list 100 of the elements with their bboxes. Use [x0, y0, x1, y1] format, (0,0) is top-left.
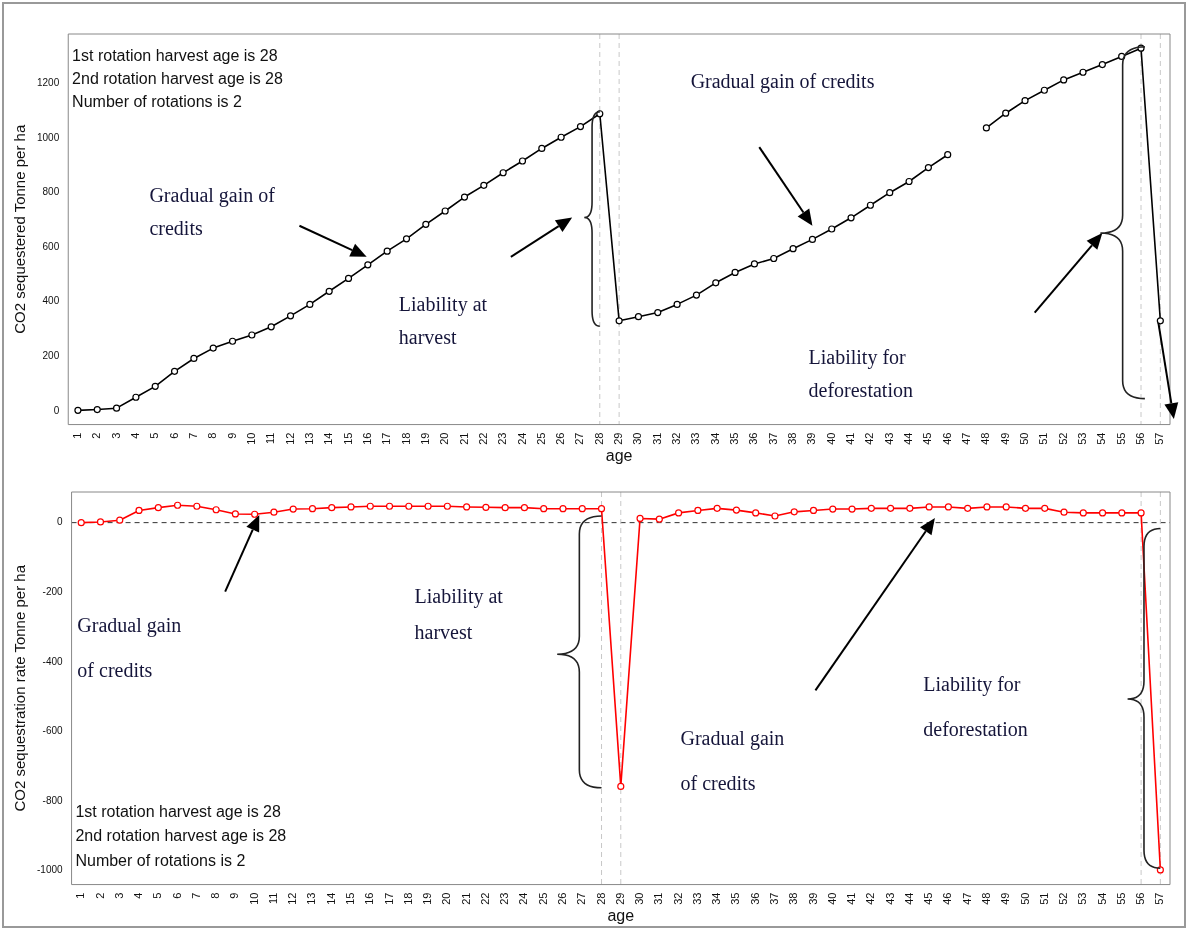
annotation: 2nd rotation harvest age is 28 — [72, 69, 283, 90]
point — [1156, 317, 1164, 325]
x-tick-label: 6 — [170, 892, 183, 899]
point — [1079, 509, 1087, 517]
x-tick-label: 29 — [613, 892, 626, 905]
x-tick-label: 35 — [729, 892, 742, 905]
y-tick-label: 1000 — [37, 131, 60, 143]
point — [1002, 503, 1010, 511]
annotation: Liability for deforestation — [808, 345, 914, 404]
x-tick-label: 42 — [863, 432, 876, 445]
x-tick-label: 44 — [902, 892, 915, 905]
x-tick-label: 8 — [209, 892, 222, 899]
x-tick-label: 5 — [148, 432, 161, 439]
x-tick-label: 54 — [1095, 432, 1108, 445]
x-tick-label: 46 — [941, 892, 954, 905]
x-tick-label: 17 — [382, 892, 395, 905]
point — [501, 504, 509, 512]
point — [1041, 504, 1049, 512]
point — [347, 503, 355, 511]
y-tick-label: -800 — [42, 794, 64, 806]
point — [867, 504, 875, 512]
x-tick-label: 56 — [1134, 892, 1147, 905]
point — [808, 235, 817, 243]
y-tick-label: 1200 — [37, 76, 60, 88]
point — [286, 312, 295, 320]
point — [212, 506, 220, 514]
point — [520, 504, 529, 512]
point — [154, 504, 162, 512]
point — [344, 274, 353, 283]
x-tick-label: 12 — [283, 432, 296, 445]
x-axis-title: age — [605, 446, 633, 464]
x-tick-label: 2 — [90, 432, 103, 439]
x-tick-label: 48 — [979, 892, 992, 905]
x-tick-label: 51 — [1037, 432, 1050, 445]
x-tick-label: 10 — [244, 432, 257, 445]
point — [750, 260, 759, 268]
x-tick-label: 27 — [573, 432, 586, 445]
x-tick-label: 33 — [690, 892, 703, 905]
y-tick-label: 200 — [42, 350, 60, 362]
x-tick-label: 39 — [806, 892, 819, 905]
annotation: Number of rotations is 2 — [75, 850, 246, 871]
point — [886, 504, 895, 512]
point — [694, 506, 702, 515]
point — [576, 122, 585, 131]
x-tick-label: 51 — [1037, 892, 1050, 905]
point — [944, 503, 952, 511]
x-tick-label: 25 — [534, 432, 547, 445]
point — [193, 502, 201, 510]
x-tick-label: 16 — [360, 432, 373, 445]
x-tick-label: 48 — [979, 432, 992, 445]
x-tick-label: 28 — [594, 892, 607, 905]
x-tick-label: 47 — [960, 892, 973, 905]
point — [771, 512, 779, 520]
x-tick-label: 44 — [902, 432, 915, 445]
x-tick-label: 40 — [824, 432, 837, 445]
point — [443, 502, 451, 510]
x-tick-label: 34 — [710, 892, 723, 905]
annotation: Number of rotations is 2 — [72, 92, 242, 113]
point — [151, 382, 159, 390]
x-tick-label: 23 — [496, 432, 509, 445]
x-tick-label: 31 — [650, 432, 663, 445]
point — [675, 509, 683, 517]
point — [866, 201, 874, 209]
point — [251, 510, 259, 518]
x-tick-label: 2 — [93, 892, 106, 899]
x-tick-label: 1 — [70, 432, 83, 439]
x-tick-label: 38 — [787, 892, 800, 905]
x-tick-label: 49 — [998, 432, 1011, 445]
annotation: Gradual gain of credits — [77, 612, 183, 683]
x-tick-label: 39 — [805, 432, 818, 445]
y-tick-label: -1000 — [37, 864, 64, 876]
annotation: Gradual gain of credits — [680, 725, 786, 796]
point — [654, 308, 662, 317]
x-tick-label: 53 — [1076, 892, 1089, 905]
x-tick-label: 33 — [689, 432, 702, 445]
x-tick-label: 14 — [322, 432, 335, 445]
x-tick-label: 54 — [1095, 892, 1108, 905]
x-tick-label: 9 — [228, 892, 241, 899]
x-tick-label: 28 — [592, 432, 605, 445]
annotation: Gradual gain of credits — [149, 182, 276, 241]
point — [132, 393, 140, 401]
x-tick-label: 13 — [302, 432, 315, 445]
x-tick-label: 35 — [728, 432, 741, 445]
x-tick-label: 56 — [1134, 432, 1147, 445]
x-tick-label: 42 — [864, 892, 877, 905]
point — [482, 503, 490, 511]
x-tick-label: 26 — [554, 432, 567, 445]
x-tick-label: 5 — [151, 892, 164, 899]
x-tick-label: 13 — [305, 892, 318, 905]
point — [905, 177, 913, 186]
point — [248, 331, 256, 339]
x-tick-label: 43 — [883, 892, 896, 905]
point — [578, 505, 586, 513]
annotation: Gradual gain of credits — [690, 69, 876, 95]
point — [752, 509, 760, 517]
point — [96, 518, 105, 526]
point — [325, 287, 333, 295]
point — [906, 504, 914, 512]
x-tick-label: 49 — [999, 892, 1012, 905]
x-tick-label: 6 — [167, 432, 180, 439]
